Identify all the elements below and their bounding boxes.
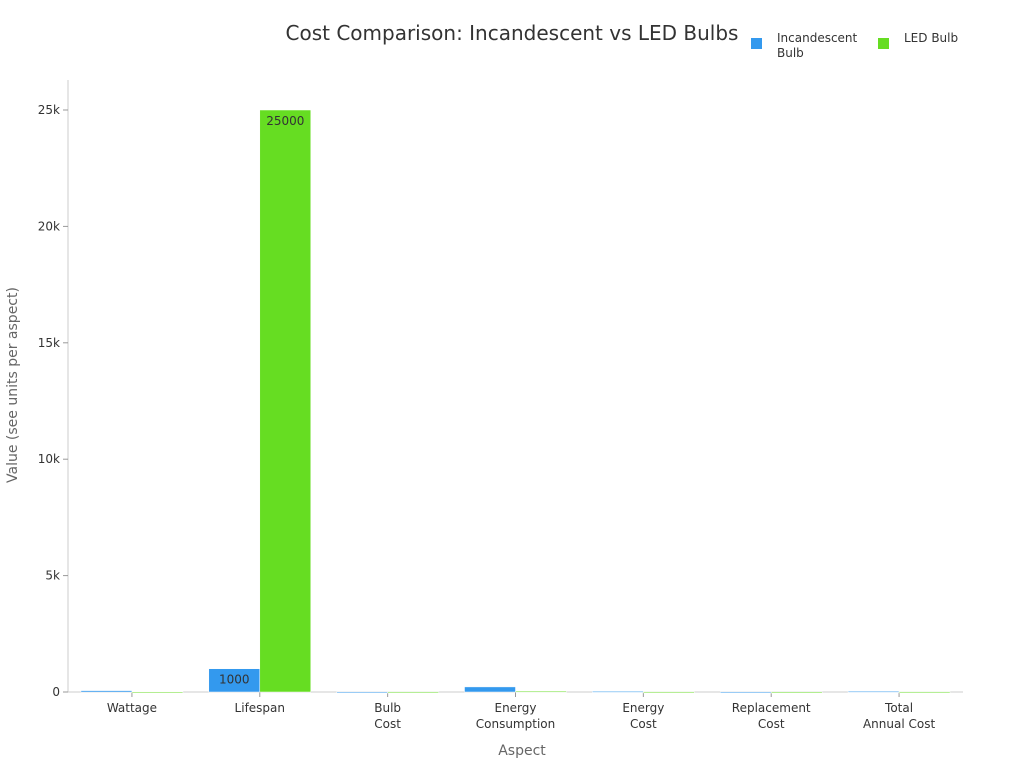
y-tick-label: 15k xyxy=(38,336,60,350)
bar-incandescent[interactable] xyxy=(847,691,900,693)
bar-led[interactable] xyxy=(898,691,951,694)
x-tick-label: Cost xyxy=(374,717,401,731)
bar-incandescent[interactable] xyxy=(592,691,644,693)
x-tick-label: Lifespan xyxy=(235,701,285,715)
bar-incandescent[interactable] xyxy=(80,690,133,693)
bar-incandescent[interactable] xyxy=(336,691,388,694)
y-tick-label: 5k xyxy=(45,569,60,583)
legend-label[interactable]: Bulb xyxy=(777,46,804,60)
chart-title: Cost Comparison: Incandescent vs LED Bul… xyxy=(286,21,739,45)
x-tick-label: Consumption xyxy=(476,717,555,731)
x-tick-label: Cost xyxy=(758,717,785,731)
y-tick-label: 0 xyxy=(52,685,60,699)
y-axis-label: Value (see units per aspect) xyxy=(5,287,21,483)
bar-led[interactable] xyxy=(131,691,184,694)
y-tick-label: 10k xyxy=(38,452,60,466)
x-tick-label: Replacement xyxy=(732,701,811,715)
x-tick-label: Cost xyxy=(630,717,657,731)
legend-label[interactable]: LED Bulb xyxy=(904,31,958,45)
legend-swatch xyxy=(878,38,889,49)
data-label: 25000 xyxy=(266,114,304,128)
bar-led[interactable] xyxy=(515,690,567,693)
x-tick-label: Total xyxy=(884,701,913,715)
y-tick-label: 25k xyxy=(38,103,60,117)
bar-incandescent[interactable] xyxy=(464,686,516,693)
bar-incandescent[interactable] xyxy=(719,691,772,694)
y-tick-label: 20k xyxy=(38,219,60,233)
x-tick-label: Energy xyxy=(494,701,536,715)
legend-swatch xyxy=(751,38,762,49)
bar-led[interactable] xyxy=(643,691,695,694)
x-axis-label: Aspect xyxy=(498,743,546,759)
bar-led[interactable] xyxy=(387,691,439,694)
x-tick-label: Energy xyxy=(622,701,664,715)
x-tick-label: Bulb xyxy=(374,701,401,715)
x-tick-label: Annual Cost xyxy=(863,717,936,731)
data-label: 1000 xyxy=(219,673,250,687)
x-tick-label: Wattage xyxy=(107,701,157,715)
bar-led[interactable] xyxy=(259,109,312,693)
legend-label[interactable]: Incandescent xyxy=(777,31,858,45)
bar-led[interactable] xyxy=(770,691,823,694)
